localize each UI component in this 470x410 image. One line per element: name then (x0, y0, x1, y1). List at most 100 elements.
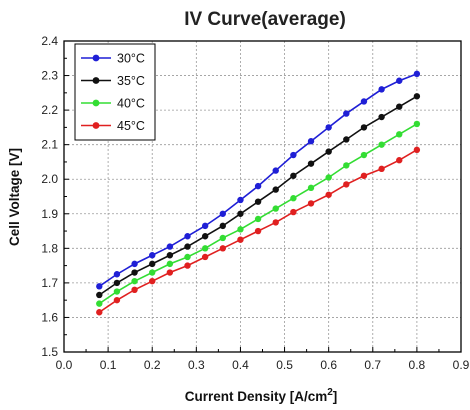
data-point (378, 113, 385, 121)
data-point (325, 191, 332, 198)
x-tick-label: 0.1 (100, 358, 117, 372)
data-point (325, 174, 332, 181)
data-point (201, 253, 209, 261)
data-point (254, 227, 262, 235)
legend-label: 30°C (117, 52, 145, 66)
data-point (272, 219, 279, 226)
legend-item: 45°C (81, 119, 145, 133)
data-point (219, 222, 226, 230)
data-point (307, 184, 315, 192)
legend: 30°C 35°C 40°C 45°C (74, 43, 156, 141)
series-2 (96, 93, 421, 299)
data-point (201, 245, 209, 252)
legend-label: 40°C (117, 97, 145, 111)
data-point (219, 234, 226, 242)
data-point (307, 160, 315, 167)
y-tick-label: 1.7 (41, 276, 58, 290)
data-point (396, 77, 403, 84)
data-point (237, 226, 244, 233)
legend-marker (92, 54, 100, 62)
data-point (131, 260, 138, 268)
data-point (184, 243, 191, 250)
data-point (413, 146, 421, 154)
data-point (396, 131, 403, 138)
data-point (184, 253, 191, 261)
x-tick-label: 0.4 (232, 358, 249, 372)
data-point (166, 243, 174, 250)
data-point (307, 200, 315, 207)
legend-item: 40°C (81, 97, 145, 111)
data-point (131, 277, 138, 285)
legend-marker (92, 77, 100, 84)
x-tick-label: 0.8 (409, 358, 426, 372)
data-point (113, 279, 121, 287)
y-tick-label: 2.1 (41, 138, 58, 152)
data-point (413, 120, 421, 128)
data-point (113, 296, 121, 304)
data-point (131, 286, 138, 293)
data-point (343, 181, 350, 188)
data-point (113, 271, 121, 278)
series-layer (96, 70, 421, 316)
data-point (149, 260, 156, 268)
legend-label: 35°C (117, 74, 145, 88)
data-point (272, 186, 279, 193)
data-point (96, 283, 103, 290)
data-point (378, 86, 385, 93)
data-point (360, 124, 368, 131)
data-point (254, 215, 262, 223)
x-tick-label: 0.0 (56, 358, 73, 372)
legend-marker (92, 99, 100, 107)
x-tick-label: 0.7 (364, 358, 381, 372)
data-point (272, 167, 279, 174)
y-axis-label: Cell Voltage [V] (7, 148, 22, 246)
data-point (166, 260, 174, 268)
data-point (378, 141, 385, 148)
series-4 (96, 146, 421, 316)
data-point (96, 300, 103, 307)
data-point (290, 195, 297, 202)
legend-item: 30°C (81, 52, 145, 66)
legend-box (74, 43, 156, 141)
data-point (96, 309, 103, 316)
series-3 (96, 120, 421, 307)
legend-marker (92, 122, 100, 129)
data-point (360, 172, 368, 179)
y-tick-label: 2.3 (41, 69, 58, 83)
data-point (237, 210, 244, 217)
data-point (360, 151, 368, 159)
data-point (413, 70, 421, 78)
x-tick-label: 0.6 (320, 358, 337, 372)
data-point (131, 269, 138, 276)
data-point (201, 233, 209, 240)
series-1 (96, 70, 421, 290)
data-point (184, 233, 191, 240)
legend-item: 35°C (81, 74, 145, 88)
data-point (396, 103, 403, 110)
data-point (166, 269, 174, 276)
x-tick-label: 0.3 (188, 358, 205, 372)
data-point (96, 291, 103, 299)
data-point (254, 182, 262, 190)
x-axis-label-superscript: 2 (327, 387, 333, 398)
x-axis-label: Current Density [A/cm2] (185, 387, 338, 404)
data-point (378, 165, 385, 173)
plot-frame (63, 40, 462, 353)
data-point (113, 288, 121, 295)
data-point (149, 269, 156, 276)
data-point (201, 222, 209, 230)
data-point (413, 93, 421, 100)
data-point (237, 196, 244, 204)
data-point (149, 252, 156, 259)
data-point (254, 198, 262, 205)
data-point (272, 205, 279, 212)
y-tick-label: 2.4 (41, 34, 58, 48)
data-point (396, 157, 403, 164)
data-point (219, 245, 226, 252)
chart-title: IV Curve(average) (184, 9, 346, 30)
x-tick-label: 0.5 (276, 358, 293, 372)
legend-label: 45°C (117, 119, 145, 133)
y-tick-label: 2.2 (41, 103, 58, 117)
data-point (325, 124, 332, 131)
data-point (149, 277, 156, 285)
